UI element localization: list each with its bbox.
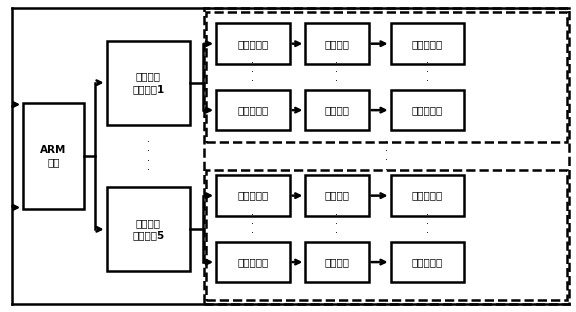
Bar xyxy=(204,8,569,304)
Bar xyxy=(305,90,369,130)
Bar xyxy=(391,90,464,130)
Text: 角度传感器: 角度传感器 xyxy=(412,105,443,115)
Bar xyxy=(206,12,567,142)
Text: 伺服驱动器: 伺服驱动器 xyxy=(237,105,268,115)
Text: ·
·
·
·: · · · · xyxy=(335,210,339,248)
Text: ·
·
·
·: · · · · xyxy=(426,58,429,96)
Bar xyxy=(107,41,190,125)
Text: 伺服电机: 伺服电机 xyxy=(324,257,350,267)
Text: 角度传感器: 角度传感器 xyxy=(412,257,443,267)
Bar xyxy=(391,175,464,216)
Text: ·
·
·
·: · · · · xyxy=(385,137,388,175)
Bar xyxy=(216,175,290,216)
Bar xyxy=(216,242,290,282)
Text: 分布式同
步控制器1: 分布式同 步控制器1 xyxy=(132,71,164,94)
Text: 伺服电机: 伺服电机 xyxy=(324,191,350,201)
Bar xyxy=(23,103,84,209)
Bar xyxy=(305,175,369,216)
Bar xyxy=(206,170,567,300)
Bar xyxy=(305,23,369,64)
Text: 伺服电机: 伺服电机 xyxy=(324,105,350,115)
Text: 伺服驱动器: 伺服驱动器 xyxy=(237,39,268,49)
Text: ·
·
·
·: · · · · xyxy=(93,137,97,175)
Text: ·
·
·
·: · · · · xyxy=(426,210,429,248)
Text: 角度传感器: 角度传感器 xyxy=(412,191,443,201)
Bar xyxy=(216,23,290,64)
Bar xyxy=(107,187,190,271)
Bar xyxy=(391,242,464,282)
Bar xyxy=(305,242,369,282)
Text: ·
·
·
·: · · · · xyxy=(251,210,255,248)
Text: 伺服驱动器: 伺服驱动器 xyxy=(237,257,268,267)
Text: ·
·
·
·: · · · · xyxy=(335,58,339,96)
Bar xyxy=(391,23,464,64)
Text: 分布式同
步控制器5: 分布式同 步控制器5 xyxy=(132,218,164,241)
Text: ·
·
·
·: · · · · xyxy=(251,58,255,96)
Bar xyxy=(216,90,290,130)
Text: 角度传感器: 角度传感器 xyxy=(412,39,443,49)
Text: 伺服电机: 伺服电机 xyxy=(324,39,350,49)
Text: ·
·
·
·: · · · · xyxy=(147,137,150,175)
Text: 伺服驱动器: 伺服驱动器 xyxy=(237,191,268,201)
Text: ARM
平台: ARM 平台 xyxy=(40,145,66,167)
